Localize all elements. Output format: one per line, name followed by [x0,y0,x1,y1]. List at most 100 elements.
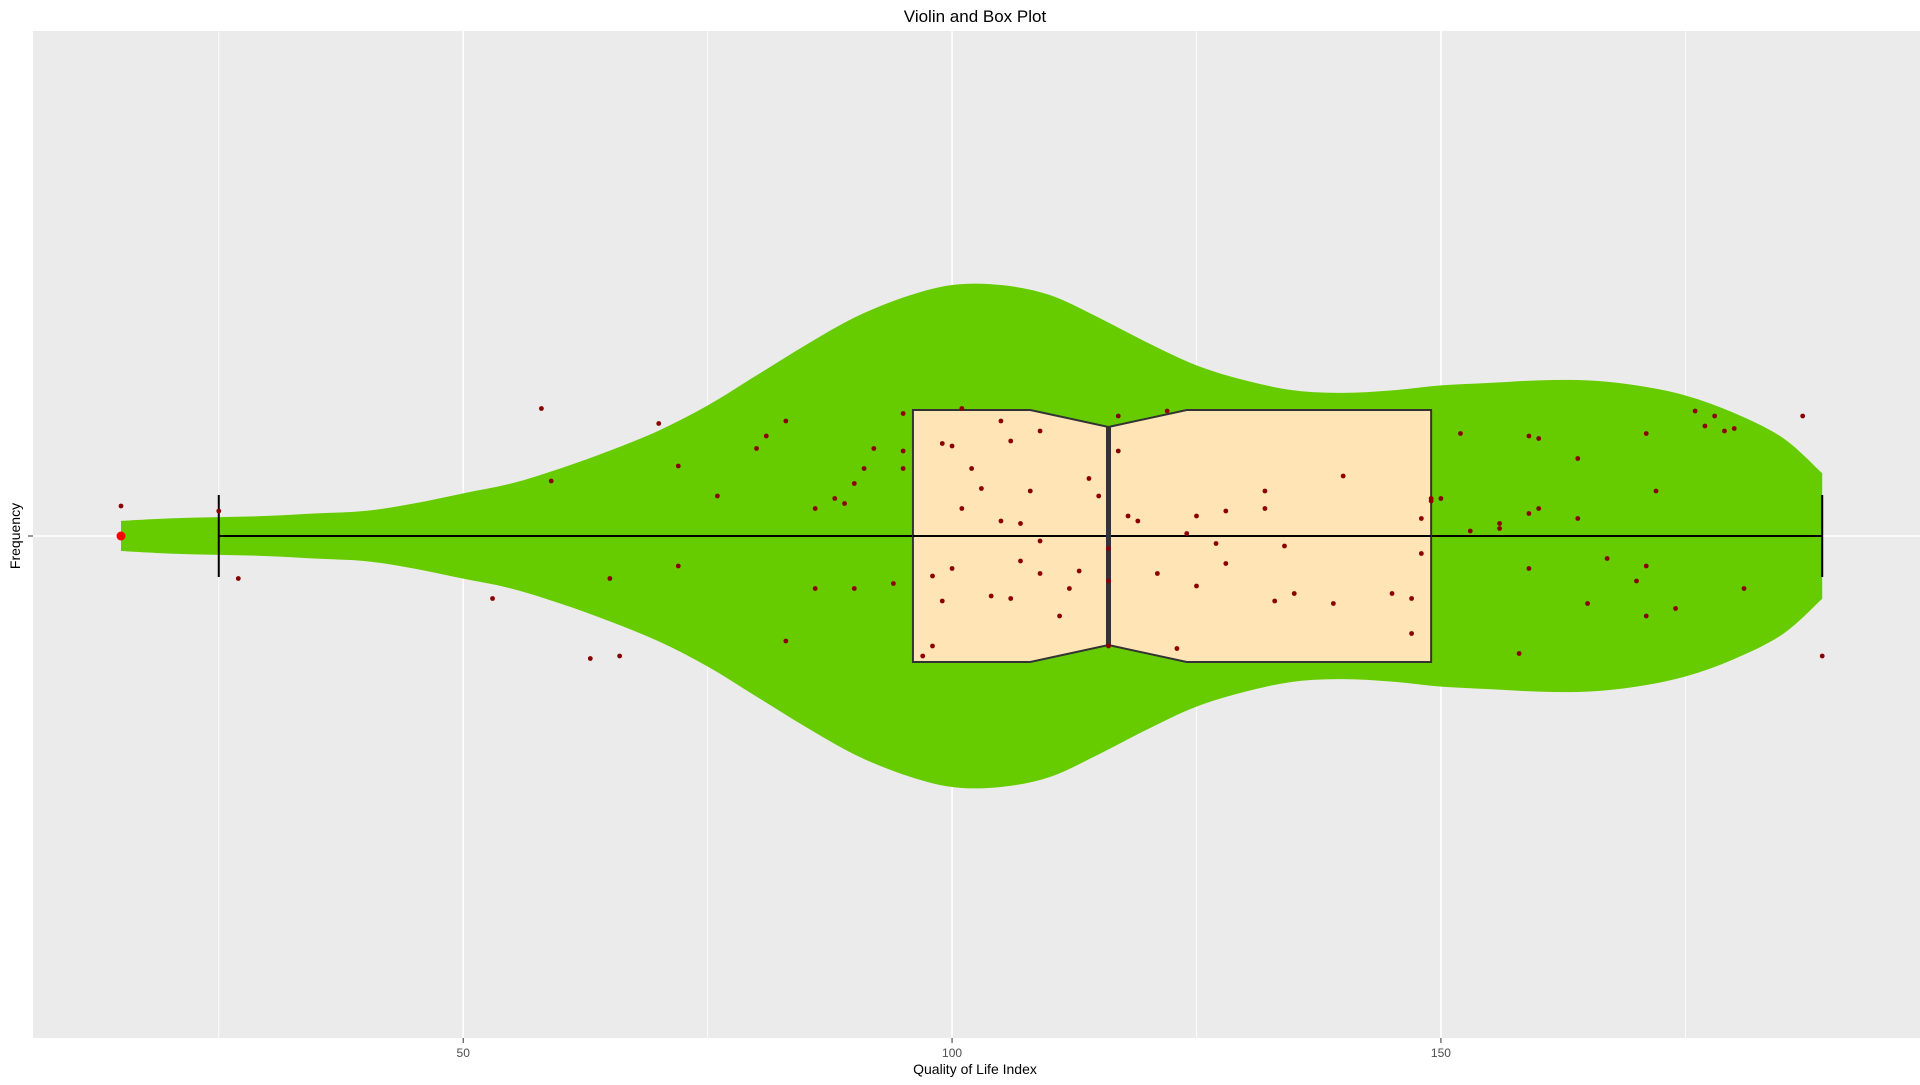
chart-title: Violin and Box Plot [904,7,1047,26]
jitter-point [1027,488,1033,494]
jitter-point [216,508,222,514]
jitter-point [1673,606,1678,611]
jitter-point [1223,561,1229,566]
jitter-point [1115,448,1121,454]
jitter-point [715,493,720,499]
jitter-point [1272,598,1278,604]
jitter-point [783,638,789,644]
jitter-point [1643,563,1649,569]
jitter-point [1106,546,1111,551]
jitter-point [675,563,681,569]
jitter-point [939,441,945,446]
jitter-point [930,643,935,649]
jitter-point [1575,516,1581,521]
jitter-point [1428,496,1434,501]
jitter-point [539,406,544,411]
jitter-point [1604,556,1610,561]
jitter-point [1174,646,1180,651]
jitter-point [1526,511,1532,516]
jitter-point [1262,488,1268,494]
jitter-point [1526,433,1532,439]
jitter-point [969,466,975,471]
jitter-point [617,653,623,659]
x-tick-label: 150 [1431,1046,1451,1060]
jitter-point [1409,596,1414,601]
jitter-point [998,518,1004,524]
x-tick-label: 50 [457,1046,471,1060]
jitter-point [1194,513,1199,519]
jitter-point [1076,568,1082,574]
jitter-point [812,506,818,511]
jitter-point [1008,438,1014,444]
jitter-point [1184,531,1190,536]
jitter-point [1096,493,1102,499]
outlier-point [116,531,126,541]
jitter-point [1213,541,1219,546]
jitter-point [1643,431,1649,436]
y-axis-label: Frequency [7,503,23,569]
jitter-point [1819,653,1825,659]
box-layer [217,409,1824,663]
jitter-point [861,466,867,471]
jitter-point [1008,596,1014,601]
jitter-point [812,586,818,591]
jitter-point [1712,413,1718,419]
jitter-point [118,503,124,509]
jitter-point [842,501,847,506]
jitter-point [1702,423,1708,429]
jitter-point [998,418,1004,424]
jitter-point [1653,488,1659,494]
jitter-point [1497,521,1502,526]
jitter-point [1037,428,1043,434]
jitter-point [1106,578,1111,584]
jitter-point [783,418,789,424]
jitter-point [1800,413,1806,419]
jitter-point [1330,601,1336,606]
jitter-point [1066,586,1072,591]
jitter-point [1115,413,1121,419]
jitter-point [1634,578,1639,584]
x-tick-label: 100 [942,1046,962,1060]
jitter-point [1037,538,1043,544]
jitter-point [978,486,984,491]
jitter-point [851,586,857,591]
jitter-point [1692,408,1698,414]
jitter-point [1438,496,1444,501]
jitter-point [1536,436,1542,441]
jitter-point [832,496,838,501]
jitter-point [1135,518,1141,524]
jitter-point [1154,571,1160,576]
jitter-point [1282,543,1287,549]
jitter-point [490,596,495,601]
points-layer [116,406,1825,661]
jitter-point [607,576,613,581]
jitter-point [1467,528,1473,534]
jitter-point [1086,476,1092,481]
jitter-point [1389,591,1395,596]
jitter-point [1037,571,1043,576]
jitter-point [675,463,681,469]
jitter-point [763,433,769,439]
jitter-point [871,446,877,451]
jitter-point [1536,506,1542,511]
jitter-point [900,448,906,454]
jitter-point [1106,643,1111,649]
jitter-point [1018,558,1023,564]
x-axis-label: Quality of Life Index [913,1061,1037,1077]
jitter-point [1340,473,1346,479]
jitter-point [1731,426,1737,431]
jitter-point [1643,613,1649,619]
ticks-layer: 50 100 150 [28,535,1451,1060]
jitter-point [1409,631,1414,636]
jitter-point [1516,651,1522,656]
jitter-point [1164,408,1170,414]
jitter-point [1526,566,1532,571]
jitter-point [1722,428,1727,434]
jitter-point [1418,516,1424,521]
jitter-point [1741,586,1747,591]
jitter-point [1057,613,1063,619]
jitter-point [920,653,926,659]
jitter-point [1575,456,1581,461]
